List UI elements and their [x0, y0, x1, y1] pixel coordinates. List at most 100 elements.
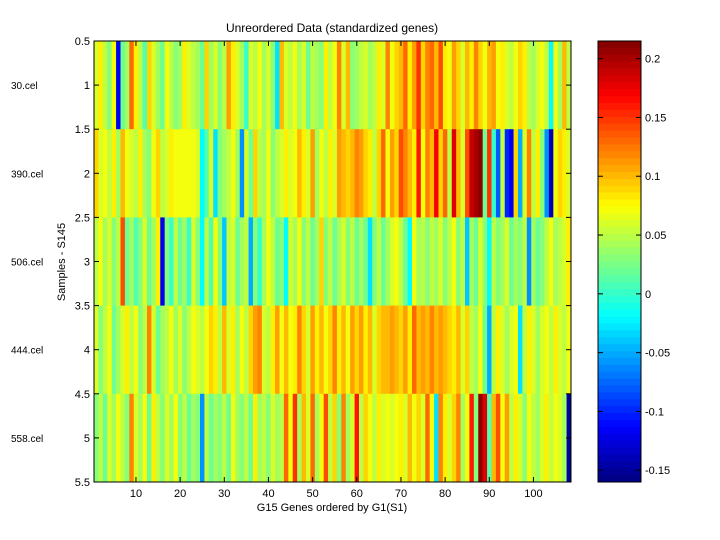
heatmap-cell	[151, 41, 157, 130]
heatmap-cell	[297, 41, 302, 130]
heatmap-cell	[266, 393, 272, 483]
heatmap-cell	[248, 393, 254, 483]
heatmap-cell	[557, 129, 563, 218]
colorbar-tick-label: 0	[645, 289, 651, 301]
heatmap-cell	[359, 393, 364, 483]
heatmap-cell	[111, 129, 117, 218]
heatmap-cell	[138, 393, 143, 483]
colorbar-segment	[598, 426, 641, 435]
heatmap-cell	[222, 41, 227, 130]
heatmap-cell	[213, 393, 219, 483]
heatmap-cell	[350, 217, 355, 306]
heatmap-cell	[513, 393, 519, 483]
heatmap-cell	[548, 41, 554, 130]
heatmap-cell	[341, 305, 347, 395]
heatmap-cell	[456, 393, 461, 483]
heatmap-cell	[239, 305, 245, 395]
heatmap-cell	[469, 393, 475, 483]
heatmap-cell	[359, 305, 364, 395]
heatmap-cell	[385, 305, 391, 395]
heatmap-cell	[213, 129, 219, 218]
heatmap-cell	[478, 129, 484, 218]
heatmap-cell	[142, 217, 148, 306]
heatmap-cell	[160, 393, 166, 483]
heatmap-cell	[376, 217, 382, 306]
heatmap-cell	[253, 305, 258, 395]
heatmap-cell	[403, 129, 408, 218]
heatmap-cell	[562, 305, 567, 395]
heatmap-cell	[164, 305, 170, 395]
colorbar-segment	[598, 261, 641, 269]
heatmap-cell	[266, 217, 272, 306]
heatmap-cell	[102, 41, 108, 130]
heatmap-cell	[283, 41, 289, 130]
heatmap-cell	[376, 305, 382, 395]
heatmap-cell	[257, 305, 263, 395]
colorbar-segment	[598, 440, 641, 448]
heatmap-cell	[111, 305, 117, 395]
heatmap-cell	[526, 129, 532, 218]
heatmap-cell	[147, 393, 152, 483]
heatmap-cell	[253, 129, 258, 218]
colorbar-segment	[598, 61, 641, 69]
heatmap-cell	[301, 305, 307, 395]
colorbar-tick-label: 0.15	[645, 112, 666, 124]
heatmap-cell	[129, 305, 135, 395]
heatmap-cell	[217, 41, 223, 130]
heatmap-cell	[416, 41, 422, 130]
colorbar-tick-label: -0.15	[645, 465, 670, 477]
heatmap-cell	[403, 41, 408, 130]
colorbar-segment	[598, 227, 641, 235]
colorbar-segment	[598, 330, 641, 338]
heatmap-cell	[398, 305, 404, 395]
heatmap-cell	[191, 129, 196, 218]
heatmap-cell	[217, 305, 223, 395]
heatmap-cell	[191, 41, 196, 130]
heatmap-cell	[526, 393, 532, 483]
heatmap-cell	[306, 217, 311, 306]
heatmap-cell	[526, 305, 532, 395]
heatmap-cell	[160, 41, 166, 130]
row-labels: 30.cel 390.cel 506.cel 444.cel 558.cel	[11, 81, 43, 445]
heatmap-cell	[381, 305, 386, 395]
heatmap-cell	[226, 217, 232, 306]
heatmap-cell	[553, 41, 559, 130]
heatmap-cell	[420, 305, 426, 395]
heatmap-cell	[213, 305, 219, 395]
heatmap-cell	[323, 393, 329, 483]
heatmap-cell	[548, 217, 554, 306]
heatmap-cell	[173, 305, 179, 395]
heatmap-cell	[372, 41, 378, 130]
heatmap-cell	[451, 41, 457, 130]
heatmap-cell	[434, 305, 439, 395]
heatmap-cell	[98, 217, 104, 306]
heatmap-cell	[160, 305, 166, 395]
heatmap-cell	[336, 305, 342, 395]
heatmap-cell	[553, 393, 559, 483]
heatmap-cell	[266, 129, 272, 218]
heatmap-cell	[213, 41, 219, 130]
heatmap-cell	[350, 129, 355, 218]
heatmap-cell	[478, 393, 484, 483]
heatmap-cell	[310, 393, 316, 483]
heatmap-cell	[124, 305, 130, 395]
colorbar-segment	[598, 454, 641, 462]
heatmap-cell	[495, 129, 501, 218]
heatmap-cell	[248, 129, 254, 218]
heatmap-cell	[478, 217, 484, 306]
heatmap-cell	[133, 393, 139, 483]
heatmap-cell	[124, 393, 130, 483]
heatmap-cell	[98, 393, 104, 483]
heatmap-cell	[540, 41, 545, 130]
heatmap-cell	[120, 305, 126, 395]
heatmap-cell	[279, 393, 285, 483]
colorbar-segment	[598, 123, 641, 131]
heatmap-cell	[292, 305, 298, 395]
y-tick-label: 3.5	[75, 301, 90, 313]
heatmap-cell	[504, 217, 510, 306]
y-tick-label: 0.5	[75, 36, 90, 48]
heatmap-cell	[266, 305, 272, 395]
colorbar-segment	[598, 192, 641, 200]
heatmap-cell	[173, 41, 179, 130]
heatmap-cell	[447, 217, 453, 306]
